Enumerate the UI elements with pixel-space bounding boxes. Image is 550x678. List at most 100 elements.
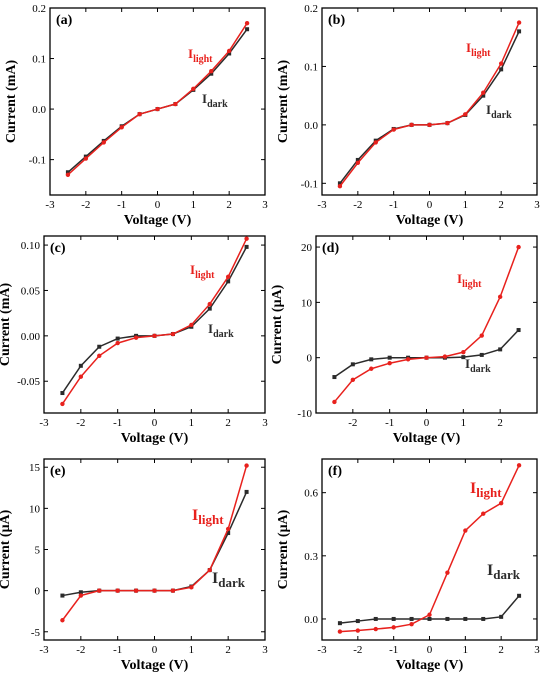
chart-panel-a: -3 -2 -1 0 1 2 3 -0.1 0.0 0.1 0.2 Voltage (V) Curren… xyxy=(4,3,268,228)
y-tick-label: 0.1 xyxy=(304,61,318,73)
data-point xyxy=(137,111,142,117)
y-tick-label: 20 xyxy=(301,242,313,254)
data-point xyxy=(245,27,250,32)
series-label-light: Ilight xyxy=(188,46,213,65)
data-point xyxy=(60,391,65,396)
x-tick-label: 2 xyxy=(226,199,232,211)
data-point xyxy=(119,125,124,130)
y-tick-label: 0.0 xyxy=(32,104,46,116)
series-label-main: I xyxy=(470,480,476,497)
data-point xyxy=(498,347,503,352)
data-point xyxy=(78,374,84,379)
data-point xyxy=(409,122,414,128)
plot-frame xyxy=(315,235,538,414)
data-point xyxy=(244,489,249,494)
plot-frame xyxy=(43,235,266,414)
y-tick-label: 0 xyxy=(307,353,313,365)
y-tick-label: -10 xyxy=(297,408,312,420)
x-tick-label: -3 xyxy=(39,417,49,429)
x-axis-title: Voltage (V) xyxy=(396,658,464,673)
data-point xyxy=(83,156,89,161)
y-axis-title: Current (μA) xyxy=(276,509,291,589)
y-tick-label: -0.1 xyxy=(29,155,46,167)
panel-label: (c) xyxy=(50,241,66,256)
x-tick-label: -2 xyxy=(76,644,85,656)
data-point xyxy=(517,29,522,34)
series-line xyxy=(61,246,248,394)
series-line xyxy=(61,238,248,405)
series-label-main: I xyxy=(486,102,491,117)
data-point xyxy=(133,588,139,593)
x-tick-label: -3 xyxy=(39,644,49,656)
series-light xyxy=(337,20,522,189)
data-point xyxy=(170,588,176,593)
data-point xyxy=(97,588,102,593)
y-tick-label: 0.1 xyxy=(32,54,46,66)
data-point xyxy=(427,612,432,617)
data-point xyxy=(78,363,83,368)
series-label-sub: dark xyxy=(213,329,234,340)
data-point xyxy=(244,244,249,249)
data-point xyxy=(97,353,102,359)
x-tick-label: 0 xyxy=(152,417,158,429)
panel-label: (f) xyxy=(328,464,342,479)
data-point xyxy=(517,593,522,598)
series-line xyxy=(339,22,520,187)
panel-label: (d) xyxy=(322,241,339,256)
series-label-dark: Idark xyxy=(208,321,234,340)
x-tick-label: 0 xyxy=(152,644,158,656)
series-line xyxy=(333,246,520,403)
y-tick-label: 0.05 xyxy=(21,285,41,297)
data-point xyxy=(355,619,360,624)
y-tick-label: 0.2 xyxy=(304,3,318,15)
y-axis-title: Current (mA) xyxy=(4,60,19,144)
plot-frame xyxy=(43,458,266,641)
data-point xyxy=(189,585,194,590)
x-tick-label: 2 xyxy=(225,417,231,429)
series-dark xyxy=(60,244,249,396)
series-label-main: I xyxy=(487,562,493,579)
data-point xyxy=(463,616,468,621)
x-tick-label: 0 xyxy=(424,417,430,429)
x-tick-label: 1 xyxy=(463,199,469,211)
x-tick-label: 3 xyxy=(262,199,268,211)
data-point xyxy=(207,567,212,573)
series-label-dark: Idark xyxy=(212,570,246,590)
chart-panel-f: -3 -2 -1 0 1 2 3 0.0 0.3 0.6 Voltage (V) Current (μ… xyxy=(276,458,540,673)
data-point xyxy=(60,593,65,598)
series-dark xyxy=(337,29,522,186)
x-axis-title: Voltage (V) xyxy=(396,213,464,228)
y-tick-label: 0.10 xyxy=(21,240,41,252)
series-label-light: Ilight xyxy=(192,507,224,527)
data-point xyxy=(461,355,466,360)
data-point xyxy=(481,93,486,98)
data-point xyxy=(442,354,448,359)
y-axis-title: Current (mA) xyxy=(0,283,13,367)
series-label-sub: dark xyxy=(218,575,246,590)
data-point xyxy=(60,618,65,623)
series-label-dark: Idark xyxy=(465,356,491,375)
data-point xyxy=(498,500,504,506)
series-label-main: I xyxy=(212,570,218,587)
data-point xyxy=(481,511,486,516)
data-point xyxy=(337,184,343,189)
data-point xyxy=(78,593,84,598)
x-tick-label: 0 xyxy=(155,199,161,211)
series-label-sub: dark xyxy=(493,567,521,582)
panel-label: (e) xyxy=(50,464,66,479)
y-tick-label: 0.6 xyxy=(304,488,318,500)
series-label-main: I xyxy=(192,507,198,524)
series-label-sub: light xyxy=(476,485,502,500)
y-axis-title: Current (μA) xyxy=(270,284,285,364)
data-point xyxy=(332,375,337,380)
series-label-light: Ilight xyxy=(470,480,502,500)
x-tick-label: -1 xyxy=(113,417,122,429)
y-tick-label: 0.2 xyxy=(32,3,46,15)
x-tick-label: -1 xyxy=(389,644,398,656)
data-point xyxy=(65,170,70,175)
series-line xyxy=(61,465,248,621)
data-point xyxy=(173,101,178,107)
x-tick-label: 2 xyxy=(497,417,503,429)
